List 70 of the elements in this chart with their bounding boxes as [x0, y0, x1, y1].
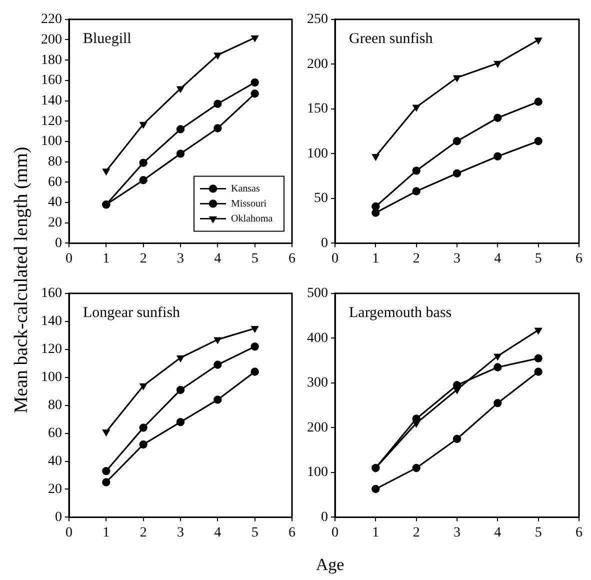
x-tick-label: 5	[251, 525, 258, 540]
x-tick-label: 2	[412, 251, 420, 266]
x-tick-label: 0	[332, 525, 338, 540]
x-tick-label: 0	[332, 251, 338, 266]
legend-label: Oklahoma	[231, 213, 274, 224]
y-tick-label: 160	[41, 286, 62, 302]
y-tick-label: 200	[307, 420, 328, 436]
y-tick-label: 100	[41, 370, 62, 385]
y-tick-label: 60	[48, 174, 62, 190]
y-tick-label: 100	[41, 134, 62, 150]
text: Largemouth bass	[349, 304, 452, 321]
y-tick-label: 120	[41, 342, 62, 358]
x-tick-label: 3	[177, 251, 184, 266]
x-tick-label: 1	[372, 525, 380, 540]
y-tick-label: 20	[48, 216, 62, 231]
x-tick-label: 0	[66, 251, 72, 266]
text: Longear sunfish	[83, 304, 181, 321]
x-tick-label: 2	[140, 525, 147, 540]
x-tick-label: 1	[102, 251, 110, 266]
legend-label: Missouri	[231, 198, 267, 210]
x-tick-label: 4	[494, 525, 502, 540]
y-tick-label: 0	[321, 510, 328, 525]
y-tick-label: 500	[307, 286, 328, 302]
y-tick-label: 150	[307, 102, 328, 117]
x-tick-label: 0	[66, 525, 72, 540]
y-tick-label: 80	[48, 154, 62, 170]
x-tick-label: 5	[534, 251, 542, 266]
y-tick-label: 160	[41, 73, 62, 88]
x-axis-title: Age	[316, 555, 344, 575]
x-tick-label: 4	[214, 251, 222, 266]
x-tick-label: 6	[576, 251, 582, 266]
x-tick-label: 5	[251, 251, 258, 266]
y-tick-label: 180	[41, 52, 62, 68]
y-tick-label: 200	[307, 56, 328, 72]
y-tick-label: 0	[55, 510, 62, 525]
x-tick-label: 1	[102, 525, 110, 540]
x-tick-label: 6	[288, 525, 296, 540]
y-tick-label: 20	[48, 482, 62, 497]
y-tick-label: 0	[321, 236, 328, 251]
y-tick-label: 200	[41, 32, 62, 48]
y-tick-label: 300	[307, 376, 328, 391]
y-tick-label: 40	[48, 195, 62, 210]
y-tick-label: 100	[307, 146, 328, 162]
y-tick-label: 60	[48, 426, 62, 441]
x-tick-label: 6	[288, 251, 296, 266]
y-tick-label: 50	[314, 191, 328, 206]
x-tick-label: 2	[412, 525, 420, 540]
x-tick-label: 3	[454, 251, 460, 266]
y-tick-label: 220	[41, 12, 62, 28]
x-tick-label: 3	[177, 525, 184, 540]
y-tick-label: 120	[41, 114, 62, 129]
y-axis-title: Mean back-calculated length (mm)	[11, 146, 33, 414]
x-tick-label: 4	[214, 525, 222, 540]
y-tick-label: 0	[55, 236, 62, 251]
y-tick-label: 80	[48, 398, 62, 413]
y-tick-label: 100	[307, 465, 328, 480]
x-tick-label: 2	[140, 251, 147, 266]
y-tick-label: 40	[48, 454, 62, 469]
y-tick-label: 400	[307, 330, 328, 346]
y-tick-label: 250	[307, 12, 328, 28]
y-tick-label: 140	[41, 93, 62, 108]
text: Bluegill	[83, 30, 132, 47]
x-tick-label: 3	[454, 525, 460, 540]
x-tick-label: 6	[576, 525, 582, 540]
x-tick-label: 5	[534, 525, 542, 540]
x-tick-label: 4	[494, 251, 502, 266]
text: Green sunfish	[349, 30, 434, 47]
legend-label: Kansas	[231, 183, 260, 194]
y-tick-label: 140	[41, 314, 62, 330]
x-tick-label: 1	[372, 251, 380, 266]
